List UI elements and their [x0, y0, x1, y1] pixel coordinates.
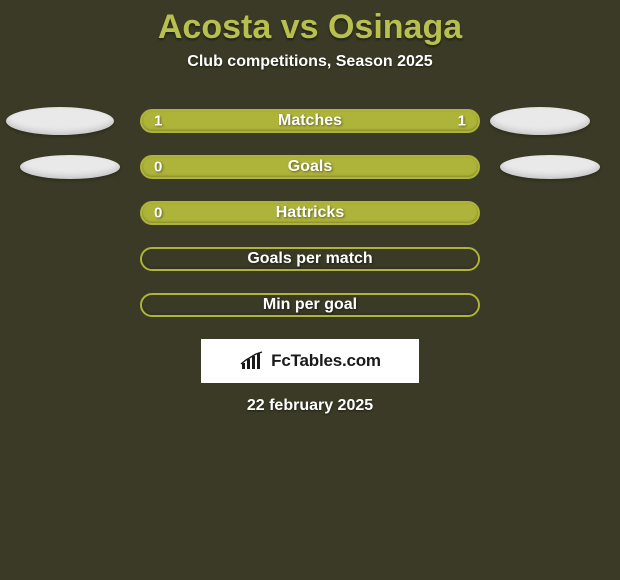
stat-bar-wrap: Min per goal: [140, 293, 480, 317]
right-ellipse: [490, 107, 590, 135]
stat-row: Goals0: [0, 155, 620, 179]
stat-row: Min per goal: [0, 293, 620, 317]
right-ellipse: [500, 155, 600, 179]
stat-right-value: 1: [458, 113, 466, 130]
stat-bar: Hattricks0: [140, 201, 480, 225]
stat-bar-wrap: Matches1 1: [140, 109, 480, 133]
stat-left-value: 0: [154, 159, 162, 176]
date-text: 22 february 2025: [0, 397, 620, 415]
stat-bar-wrap: Hattricks0: [140, 201, 480, 225]
stat-left-value: 1: [154, 113, 162, 130]
left-ellipse: [20, 155, 120, 179]
stat-label: Min per goal: [142, 296, 478, 314]
stat-bar-wrap: Goals0: [140, 155, 480, 179]
stat-row: Goals per match: [0, 247, 620, 271]
stat-label: Goals: [142, 158, 478, 176]
stat-label: Hattricks: [142, 204, 478, 222]
brand-box: FcTables.com: [201, 339, 419, 383]
stat-label: Matches: [142, 112, 478, 130]
stat-left-value: 0: [154, 205, 162, 222]
left-ellipse: [6, 107, 114, 135]
stat-row: Hattricks0: [0, 201, 620, 225]
stat-bar-wrap: Goals per match: [140, 247, 480, 271]
stat-bar: Matches1 1: [140, 109, 480, 133]
stat-bar: Min per goal: [140, 293, 480, 317]
bar-chart-icon: [239, 351, 265, 371]
stat-label: Goals per match: [142, 250, 478, 268]
page-title: Acosta vs Osinaga: [0, 0, 620, 47]
stat-bar: Goals per match: [140, 247, 480, 271]
subtitle: Club competitions, Season 2025: [0, 53, 620, 71]
stat-bar: Goals0: [140, 155, 480, 179]
stat-rows: Matches11Goals0Hattricks0Goals per match…: [0, 109, 620, 317]
stat-row: Matches1 1: [0, 109, 620, 133]
brand-text: FcTables.com: [271, 351, 381, 371]
comparison-infographic: Acosta vs Osinaga Club competitions, Sea…: [0, 0, 620, 580]
